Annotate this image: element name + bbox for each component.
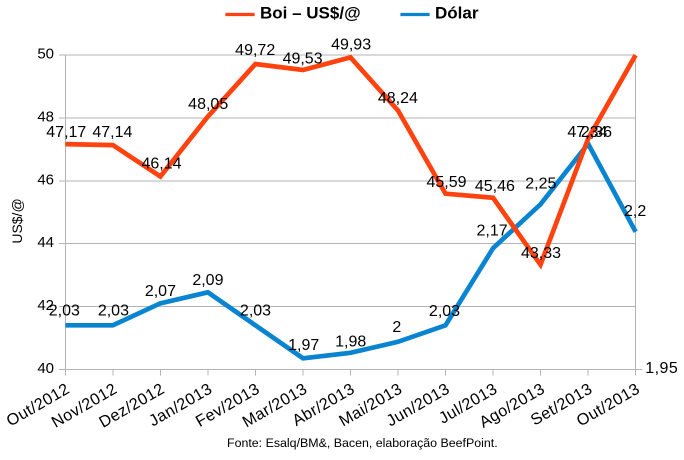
svg-text:2,36: 2,36 xyxy=(581,124,612,141)
svg-text:2,03: 2,03 xyxy=(429,303,460,320)
svg-text:45,59: 45,59 xyxy=(426,174,466,191)
svg-text:Fonte: Esalq/BM&, Bacen, elabo: Fonte: Esalq/BM&, Bacen, elaboração Beef… xyxy=(227,436,498,450)
svg-text:US$/@: US$/@ xyxy=(9,198,25,243)
svg-text:50: 50 xyxy=(37,46,54,63)
svg-text:1,98: 1,98 xyxy=(335,334,366,351)
svg-text:2,09: 2,09 xyxy=(192,272,223,289)
svg-text:2: 2 xyxy=(392,319,401,336)
svg-text:2,17: 2,17 xyxy=(477,222,508,239)
svg-text:1,95: 1,95 xyxy=(645,360,678,377)
svg-text:49,72: 49,72 xyxy=(235,42,275,59)
svg-text:Dólar: Dólar xyxy=(435,4,479,23)
svg-text:46,14: 46,14 xyxy=(141,156,181,173)
svg-text:40: 40 xyxy=(37,360,54,377)
svg-text:46: 46 xyxy=(37,171,54,188)
svg-text:45,46: 45,46 xyxy=(475,178,515,195)
svg-text:49,53: 49,53 xyxy=(283,50,323,67)
svg-text:48,24: 48,24 xyxy=(378,90,418,107)
svg-text:42: 42 xyxy=(37,297,54,314)
svg-text:44: 44 xyxy=(37,234,54,251)
svg-text:2,07: 2,07 xyxy=(145,283,176,300)
svg-text:47,14: 47,14 xyxy=(92,124,132,141)
svg-text:2,25: 2,25 xyxy=(525,176,556,193)
svg-text:49,93: 49,93 xyxy=(331,37,371,54)
svg-text:48,05: 48,05 xyxy=(188,96,228,113)
svg-text:2,03: 2,03 xyxy=(49,302,80,319)
svg-text:47,17: 47,17 xyxy=(46,124,86,141)
svg-text:48: 48 xyxy=(37,109,54,126)
svg-text:2,2: 2,2 xyxy=(624,203,646,220)
svg-text:2,03: 2,03 xyxy=(98,302,129,319)
svg-text:2,03: 2,03 xyxy=(240,303,271,320)
svg-text:1,97: 1,97 xyxy=(288,337,319,354)
svg-text:Boi – US$/@: Boi – US$/@ xyxy=(260,4,361,23)
svg-text:43,33: 43,33 xyxy=(521,245,561,262)
svg-text:47,34: 47,34 xyxy=(567,124,607,141)
